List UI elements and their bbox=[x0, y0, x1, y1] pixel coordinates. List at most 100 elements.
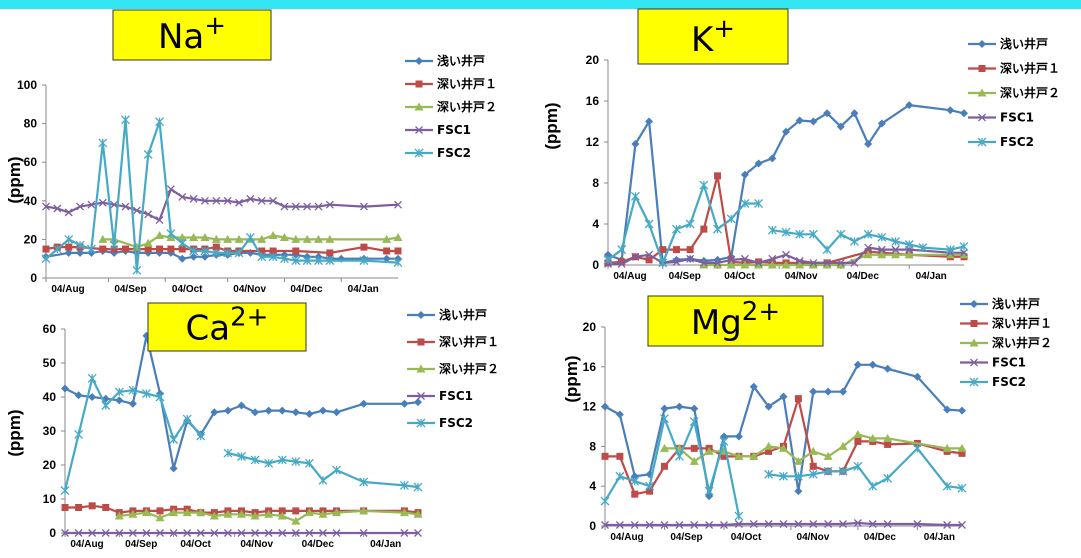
y-tick-label: 40 bbox=[24, 194, 38, 208]
data-point bbox=[189, 246, 199, 256]
data-point bbox=[768, 154, 777, 163]
x-tick-label: 04/Oct bbox=[180, 539, 211, 550]
data-point bbox=[278, 529, 287, 537]
data-point bbox=[686, 254, 695, 263]
data-point bbox=[660, 404, 669, 413]
data-point bbox=[836, 260, 846, 269]
legend-label: 深い井戸１ bbox=[992, 316, 1052, 331]
x-tick-label: 04/Dec bbox=[847, 271, 880, 282]
data-point bbox=[690, 444, 698, 452]
data-point bbox=[304, 458, 314, 468]
data-point bbox=[42, 202, 50, 211]
series-3 bbox=[699, 250, 969, 269]
data-point bbox=[740, 170, 749, 179]
legend-marker bbox=[978, 40, 986, 48]
data-point bbox=[864, 140, 873, 149]
data-point bbox=[102, 504, 110, 511]
data-point bbox=[302, 256, 312, 266]
legend-marker bbox=[415, 126, 423, 134]
data-point bbox=[734, 432, 743, 441]
data-point bbox=[413, 482, 423, 492]
data-point bbox=[795, 256, 804, 265]
data-point bbox=[864, 243, 873, 252]
legend-label: 浅い井戸 bbox=[1000, 36, 1048, 51]
data-point bbox=[686, 246, 694, 254]
chart-title-main: K bbox=[691, 20, 715, 60]
data-point bbox=[88, 393, 97, 401]
data-point bbox=[705, 521, 714, 529]
y-tick-label: 20 bbox=[583, 320, 597, 334]
data-point bbox=[128, 509, 138, 518]
data-point bbox=[413, 509, 423, 518]
data-point bbox=[660, 443, 669, 452]
data-point bbox=[115, 529, 124, 537]
data-point bbox=[360, 243, 368, 251]
data-point bbox=[808, 260, 818, 269]
data-point bbox=[877, 232, 887, 242]
data-point bbox=[699, 258, 708, 267]
data-point bbox=[189, 252, 198, 261]
data-point bbox=[74, 391, 83, 400]
data-point bbox=[258, 247, 266, 255]
data-point bbox=[359, 529, 368, 537]
y-tick-label: 8 bbox=[592, 176, 599, 190]
chart-title-sup: + bbox=[713, 14, 735, 44]
data-point bbox=[616, 452, 624, 460]
data-point bbox=[211, 248, 221, 258]
data-point bbox=[319, 529, 327, 537]
y-tick-label: 10 bbox=[43, 492, 57, 506]
data-point bbox=[749, 520, 758, 528]
data-point bbox=[211, 234, 221, 243]
data-point bbox=[278, 406, 287, 415]
data-point bbox=[713, 260, 723, 269]
data-point bbox=[781, 227, 791, 237]
data-point bbox=[661, 462, 668, 470]
y-tick-label: 60 bbox=[43, 322, 57, 336]
data-point bbox=[155, 117, 165, 127]
data-point bbox=[182, 414, 192, 424]
series-line bbox=[45, 188, 399, 222]
data-point bbox=[269, 247, 277, 255]
data-point bbox=[155, 231, 165, 240]
data-point bbox=[891, 250, 901, 259]
legend-label: 深い井戸２ bbox=[992, 335, 1052, 350]
data-point bbox=[201, 196, 209, 205]
y-tick-label: 50 bbox=[43, 356, 57, 370]
data-point bbox=[98, 138, 108, 148]
data-point bbox=[912, 443, 922, 453]
data-point bbox=[726, 214, 736, 224]
data-point bbox=[87, 200, 96, 209]
data-point bbox=[690, 404, 699, 413]
data-point bbox=[359, 477, 369, 487]
data-point bbox=[808, 469, 818, 479]
data-point bbox=[615, 521, 624, 529]
x-tick-label: 04/Aug bbox=[70, 539, 103, 550]
data-point bbox=[601, 452, 609, 460]
data-point bbox=[169, 464, 178, 473]
data-point bbox=[291, 234, 301, 243]
data-point bbox=[754, 258, 763, 267]
series-1 bbox=[604, 101, 968, 267]
data-point bbox=[740, 260, 750, 269]
data-point bbox=[314, 234, 324, 243]
y-tick-label: 60 bbox=[24, 155, 38, 169]
data-point bbox=[74, 529, 83, 537]
data-point bbox=[795, 116, 804, 125]
data-point bbox=[822, 245, 832, 255]
data-point bbox=[314, 256, 323, 266]
data-point bbox=[178, 192, 187, 201]
legend-label: 浅い井戸 bbox=[439, 307, 487, 322]
data-point bbox=[823, 109, 832, 118]
legend-label: FSC2 bbox=[1000, 135, 1034, 149]
data-point bbox=[166, 229, 176, 239]
data-point bbox=[88, 529, 97, 537]
data-point bbox=[764, 469, 774, 479]
data-point bbox=[359, 506, 369, 515]
data-point bbox=[359, 399, 368, 408]
data-point bbox=[795, 229, 805, 239]
legend-item: 深い井戸２ bbox=[407, 361, 499, 376]
data-point bbox=[144, 210, 153, 219]
data-point bbox=[394, 247, 402, 255]
data-point bbox=[699, 180, 709, 190]
data-point bbox=[689, 417, 699, 426]
